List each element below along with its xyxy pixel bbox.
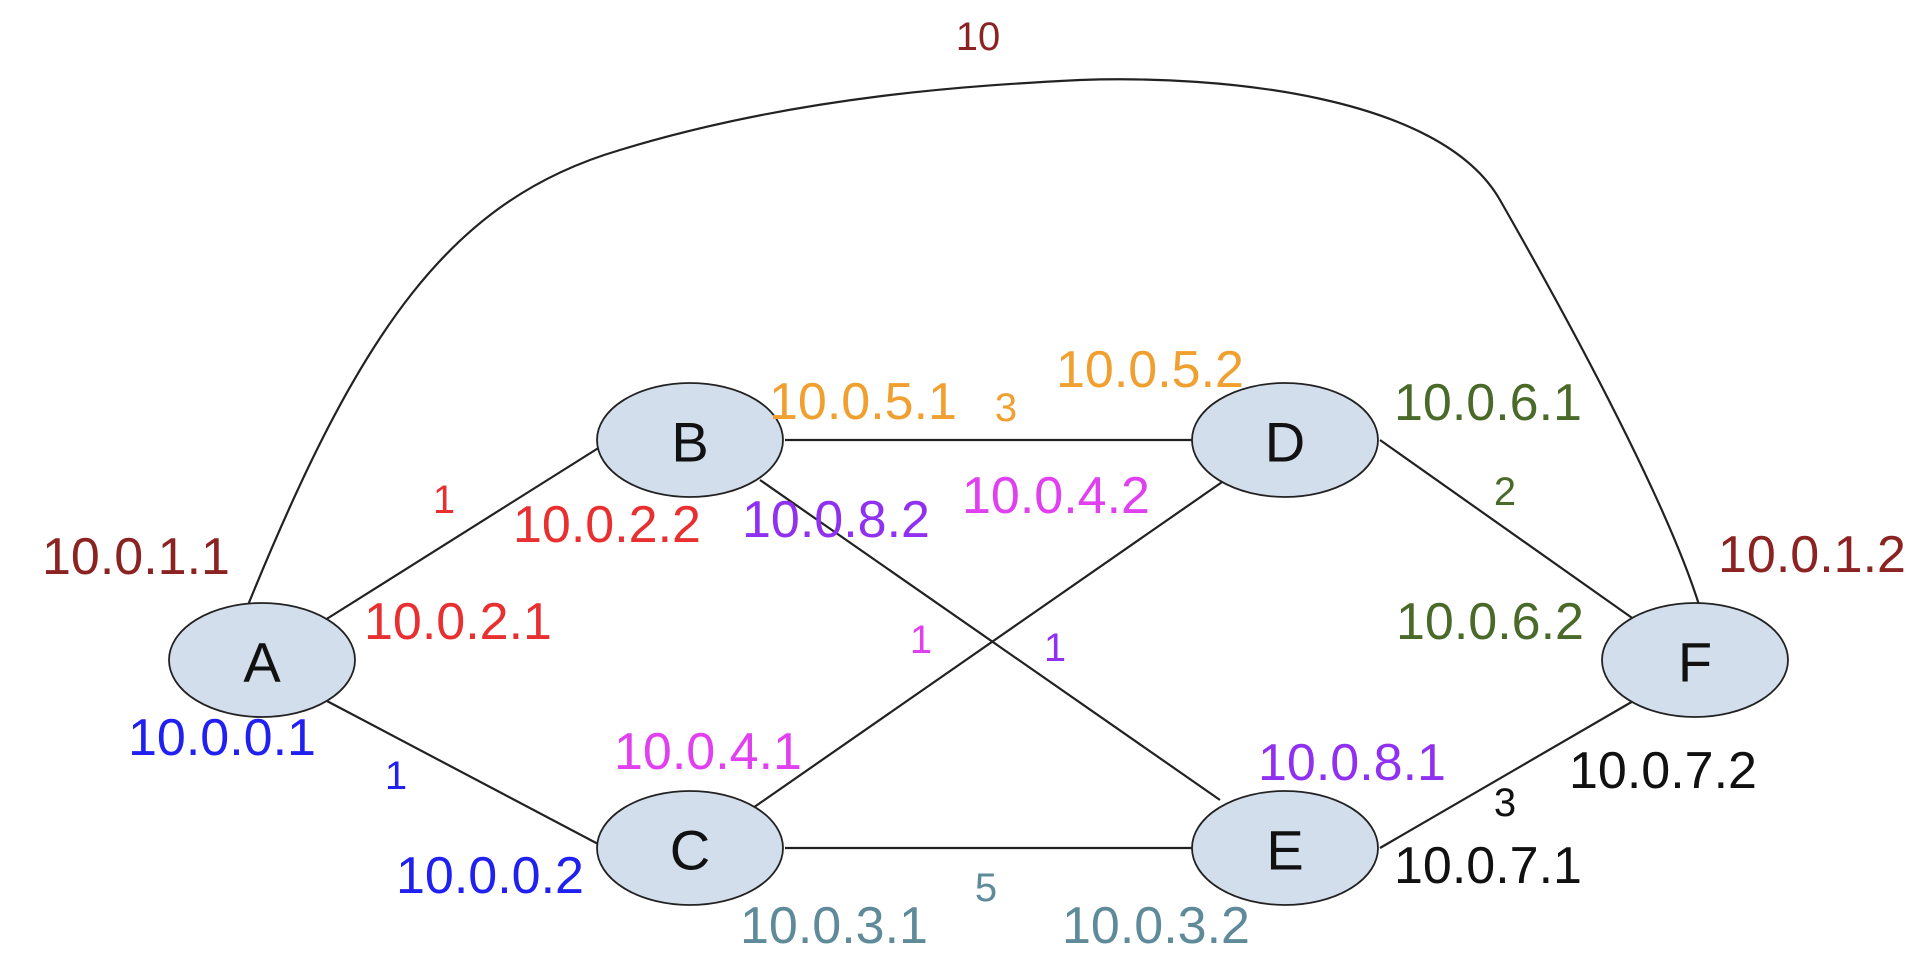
ip-c-d-d-side: 10.0.4.2 bbox=[962, 467, 1150, 525]
edge-c-d bbox=[749, 479, 1226, 811]
edge-a-f bbox=[246, 78, 1702, 609]
node-b-shape bbox=[596, 382, 784, 498]
ip-a-f-f-side: 10.0.1.2 bbox=[1718, 526, 1906, 584]
ip-d-f-f-side: 10.0.6.2 bbox=[1396, 593, 1584, 651]
node-c-shape bbox=[596, 790, 784, 906]
weight-d-f: 2 bbox=[1494, 470, 1516, 514]
ip-a-c-a-side: 10.0.0.1 bbox=[128, 709, 316, 767]
edge-a-b bbox=[324, 446, 601, 621]
node-f-shape bbox=[1601, 602, 1789, 718]
node-c-label: C bbox=[670, 819, 710, 882]
ip-d-f-d-side: 10.0.6.1 bbox=[1394, 374, 1582, 432]
weight-a-c: 1 bbox=[385, 754, 407, 798]
node-a[interactable]: A bbox=[168, 602, 356, 718]
node-c[interactable]: C bbox=[596, 790, 784, 906]
node-e-shape bbox=[1191, 790, 1379, 906]
edge-d-f bbox=[1379, 439, 1636, 621]
ip-b-e-e-side: 10.0.8.1 bbox=[1258, 734, 1446, 792]
weight-b-e: 1 bbox=[1044, 626, 1066, 670]
weight-a-b: 1 bbox=[433, 478, 455, 522]
node-b[interactable]: B bbox=[596, 382, 784, 498]
ip-e-f-e-side: 10.0.7.1 bbox=[1394, 837, 1582, 895]
edge-b-e bbox=[759, 479, 1221, 801]
node-a-label: A bbox=[243, 631, 281, 694]
edge-e-f bbox=[1379, 699, 1636, 849]
node-d[interactable]: D bbox=[1191, 382, 1379, 498]
edges-layer bbox=[246, 78, 1702, 850]
node-d-label: D bbox=[1265, 411, 1305, 474]
node-f-label: F bbox=[1678, 631, 1712, 694]
edge-a-c bbox=[324, 699, 601, 846]
nodes-layer: A B C D E F bbox=[168, 382, 1789, 906]
ip-c-e-c-side: 10.0.3.1 bbox=[740, 897, 928, 955]
node-a-shape bbox=[168, 602, 356, 718]
ip-c-d-c-side: 10.0.4.1 bbox=[614, 723, 802, 781]
node-d-shape bbox=[1191, 382, 1379, 498]
node-e-label: E bbox=[1266, 819, 1303, 882]
ip-b-d-b-side: 10.0.5.1 bbox=[769, 373, 957, 431]
ip-e-f-f-side: 10.0.7.2 bbox=[1569, 742, 1757, 800]
ip-a-b-a-side: 10.0.2.1 bbox=[364, 593, 552, 651]
node-f[interactable]: F bbox=[1601, 602, 1789, 718]
weight-c-d: 1 bbox=[910, 618, 932, 662]
ip-b-e-b-side: 10.0.8.2 bbox=[742, 491, 930, 549]
weight-e-f: 3 bbox=[1494, 781, 1516, 825]
ip-b-d-d-side: 10.0.5.2 bbox=[1056, 341, 1244, 399]
node-e[interactable]: E bbox=[1191, 790, 1379, 906]
ip-a-c-c-side: 10.0.0.2 bbox=[396, 847, 584, 905]
weight-c-e: 5 bbox=[975, 866, 997, 910]
labels-layer: 10 10.0.1.1 10.0.1.2 1 10.0.2.1 10.0.2.2… bbox=[42, 15, 1906, 955]
ip-a-f-a-side: 10.0.1.1 bbox=[42, 528, 230, 586]
weight-a-f: 10 bbox=[956, 15, 1001, 59]
ip-c-e-e-side: 10.0.3.2 bbox=[1062, 897, 1250, 955]
weight-b-d: 3 bbox=[995, 386, 1017, 430]
node-b-label: B bbox=[671, 411, 708, 474]
ip-a-b-b-side: 10.0.2.2 bbox=[513, 496, 701, 554]
